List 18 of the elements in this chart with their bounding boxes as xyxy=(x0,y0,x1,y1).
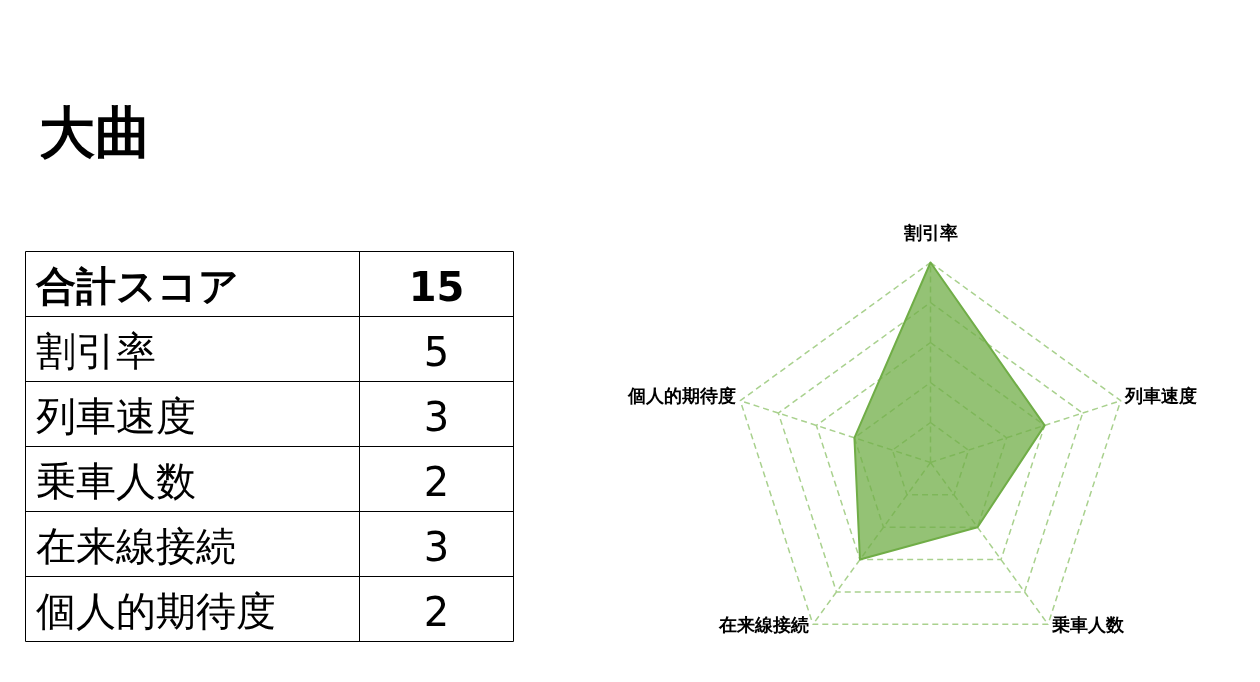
spoke-label: 割引率 xyxy=(902,222,958,243)
text: 列車速度 xyxy=(35,393,196,439)
spoke-label: 列車速度 xyxy=(1123,385,1197,407)
spoke-label: 乗車人数 xyxy=(1051,613,1126,635)
text: 割引率 xyxy=(35,328,156,374)
text: 在来線接続 xyxy=(35,523,236,569)
text: 2 xyxy=(423,459,450,505)
text: 3 xyxy=(423,394,450,440)
text: 大曲 xyxy=(38,100,151,165)
text: 乗車人数 xyxy=(35,458,196,504)
text: 3 xyxy=(423,524,450,570)
text: 2 xyxy=(423,589,450,635)
text: 個人的期待度 xyxy=(35,588,276,634)
text: 5 xyxy=(423,329,450,375)
spoke-label: 個人的期待度 xyxy=(627,385,737,407)
spoke-label: 在来線接続 xyxy=(717,613,809,635)
text: 合計スコア xyxy=(34,263,239,309)
text: 15 xyxy=(408,264,465,310)
